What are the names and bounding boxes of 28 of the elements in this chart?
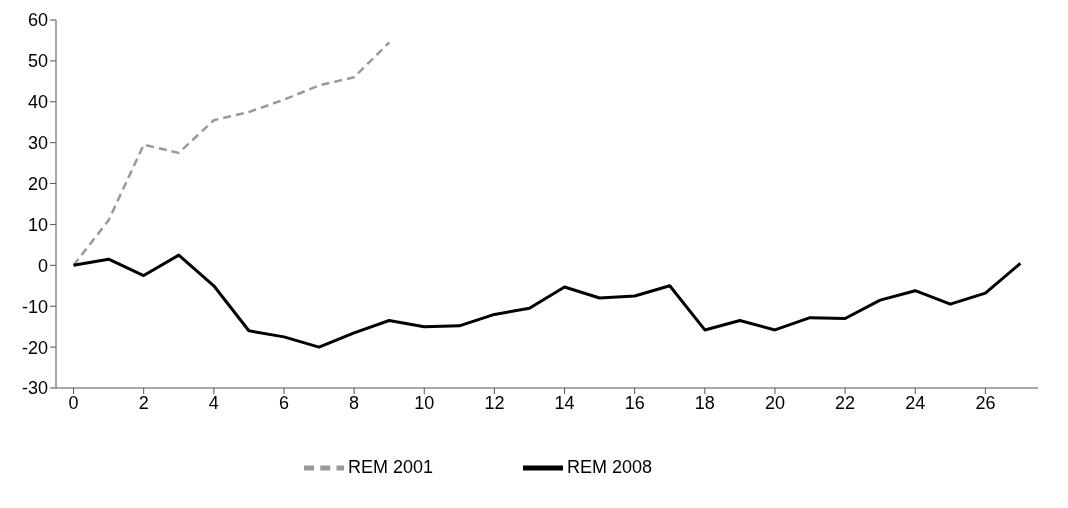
y-tick-label: 0 <box>37 255 48 276</box>
x-tick-label: 4 <box>208 392 219 413</box>
line-series <box>72 41 391 267</box>
x-tick-label: 14 <box>554 392 575 413</box>
x-tick-label: 12 <box>484 392 505 413</box>
x-tick-label: 6 <box>278 392 289 413</box>
x-tick-label: 10 <box>414 392 435 413</box>
x-tick-label: 2 <box>138 392 149 413</box>
x-tick-label: 8 <box>349 392 360 413</box>
x-tick-label: 26 <box>975 392 996 413</box>
y-tick-label: 40 <box>27 92 48 113</box>
x-tick-label: 0 <box>68 392 79 413</box>
y-tick-label: -10 <box>21 296 48 317</box>
legend-label: REM 2001 <box>347 456 433 477</box>
x-tick-label: 16 <box>624 392 645 413</box>
y-tick-label: 60 <box>27 10 48 31</box>
x-tick-label: 20 <box>764 392 785 413</box>
y-tick-label: 20 <box>27 173 48 194</box>
x-tick-label: 24 <box>905 392 926 413</box>
legend-label: REM 2008 <box>567 456 653 477</box>
y-tick-label: -20 <box>21 337 48 358</box>
y-tick-label: 50 <box>27 51 48 72</box>
y-tick-label: 10 <box>27 214 48 235</box>
y-tick-label: -30 <box>21 378 48 399</box>
line-series <box>72 253 1022 349</box>
x-tick-label: 18 <box>694 392 715 413</box>
x-tick-label: 22 <box>835 392 856 413</box>
y-tick-label: 30 <box>27 133 48 154</box>
